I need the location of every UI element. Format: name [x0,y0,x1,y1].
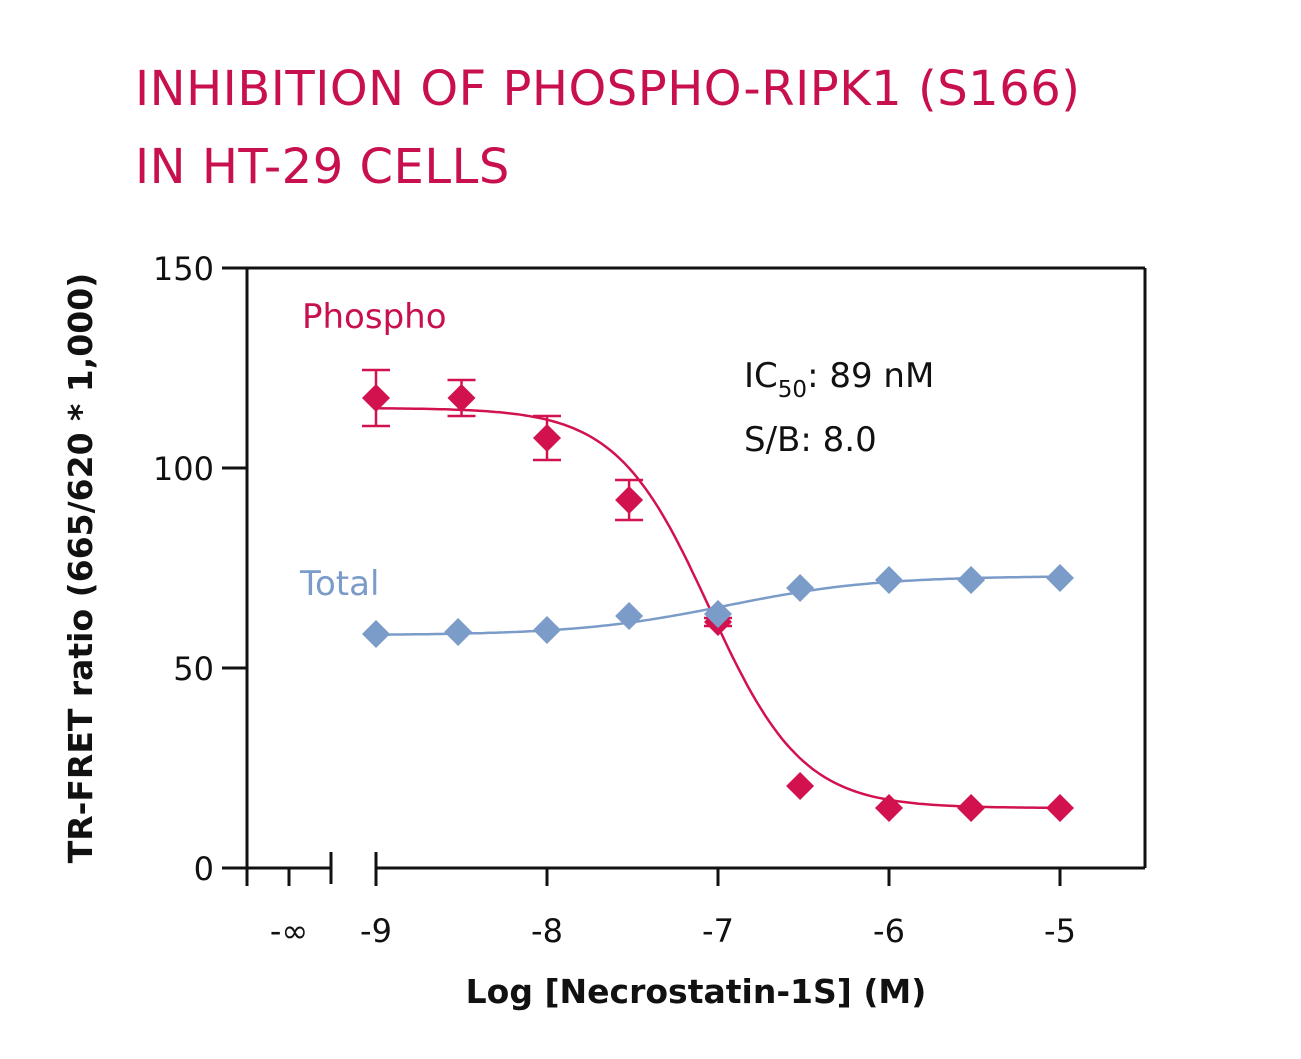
data-point-total [533,616,561,644]
x-tick-label: -6 [873,912,905,950]
y-tick-label: 150 [153,250,214,288]
sb-annotation: S/B: 8.0 [744,420,877,460]
data-point-total [362,620,390,648]
ic50-annotation: IC50: 89 nM [744,356,934,403]
ic50-prefix: IC [744,356,778,396]
x-tick-label: -8 [531,912,563,950]
y-tick-label: 50 [173,650,214,688]
series-label-phospho: Phospho [302,297,447,337]
data-point-phospho [447,384,476,412]
data-point-total [875,566,903,594]
tick-labels: 0 50 100 150 -9 -8 -7 -6 -5 -∞ [153,250,1076,950]
y-tick-label: 100 [153,450,214,488]
axis-ticks [222,266,1062,886]
data-points [362,384,1074,822]
x-tick-label-infinity: -∞ [270,912,308,950]
chart-title-line-1: INHIBITION OF PHOSPHO-RIPK1 (S166) [135,61,1081,117]
data-point-total [704,600,732,628]
chart-title-line-2: IN HT-29 CELLS [135,139,510,195]
x-tick-label: -5 [1044,912,1076,950]
data-point-phospho [362,384,390,412]
x-axis-title: Log [Necrostatin-1S] (M) [466,972,927,1011]
data-point-total [615,602,644,630]
chart-title: INHIBITION OF PHOSPHO-RIPK1 (S166) IN HT… [135,50,1081,206]
x-tick-label: -7 [702,912,734,950]
data-point-phospho [533,424,561,452]
plot-frame [245,266,1147,884]
y-axis-title: TR-FRET ratio (665/620 * 1,000) [61,273,100,864]
series-label-total: Total [299,564,379,604]
data-point-phospho [875,794,903,822]
data-point-total [444,618,473,646]
data-point-total [957,566,986,594]
y-tick-label: 0 [194,850,214,888]
ic50-subscript: 50 [778,377,807,403]
data-point-phospho [1046,794,1074,822]
ic50-value: : 89 nM [807,356,934,396]
data-point-total [1046,564,1074,592]
x-tick-label: -9 [360,912,392,950]
data-point-phospho [786,772,815,800]
data-point-total [786,574,815,602]
data-point-phospho [615,486,644,514]
data-point-phospho [957,794,986,822]
